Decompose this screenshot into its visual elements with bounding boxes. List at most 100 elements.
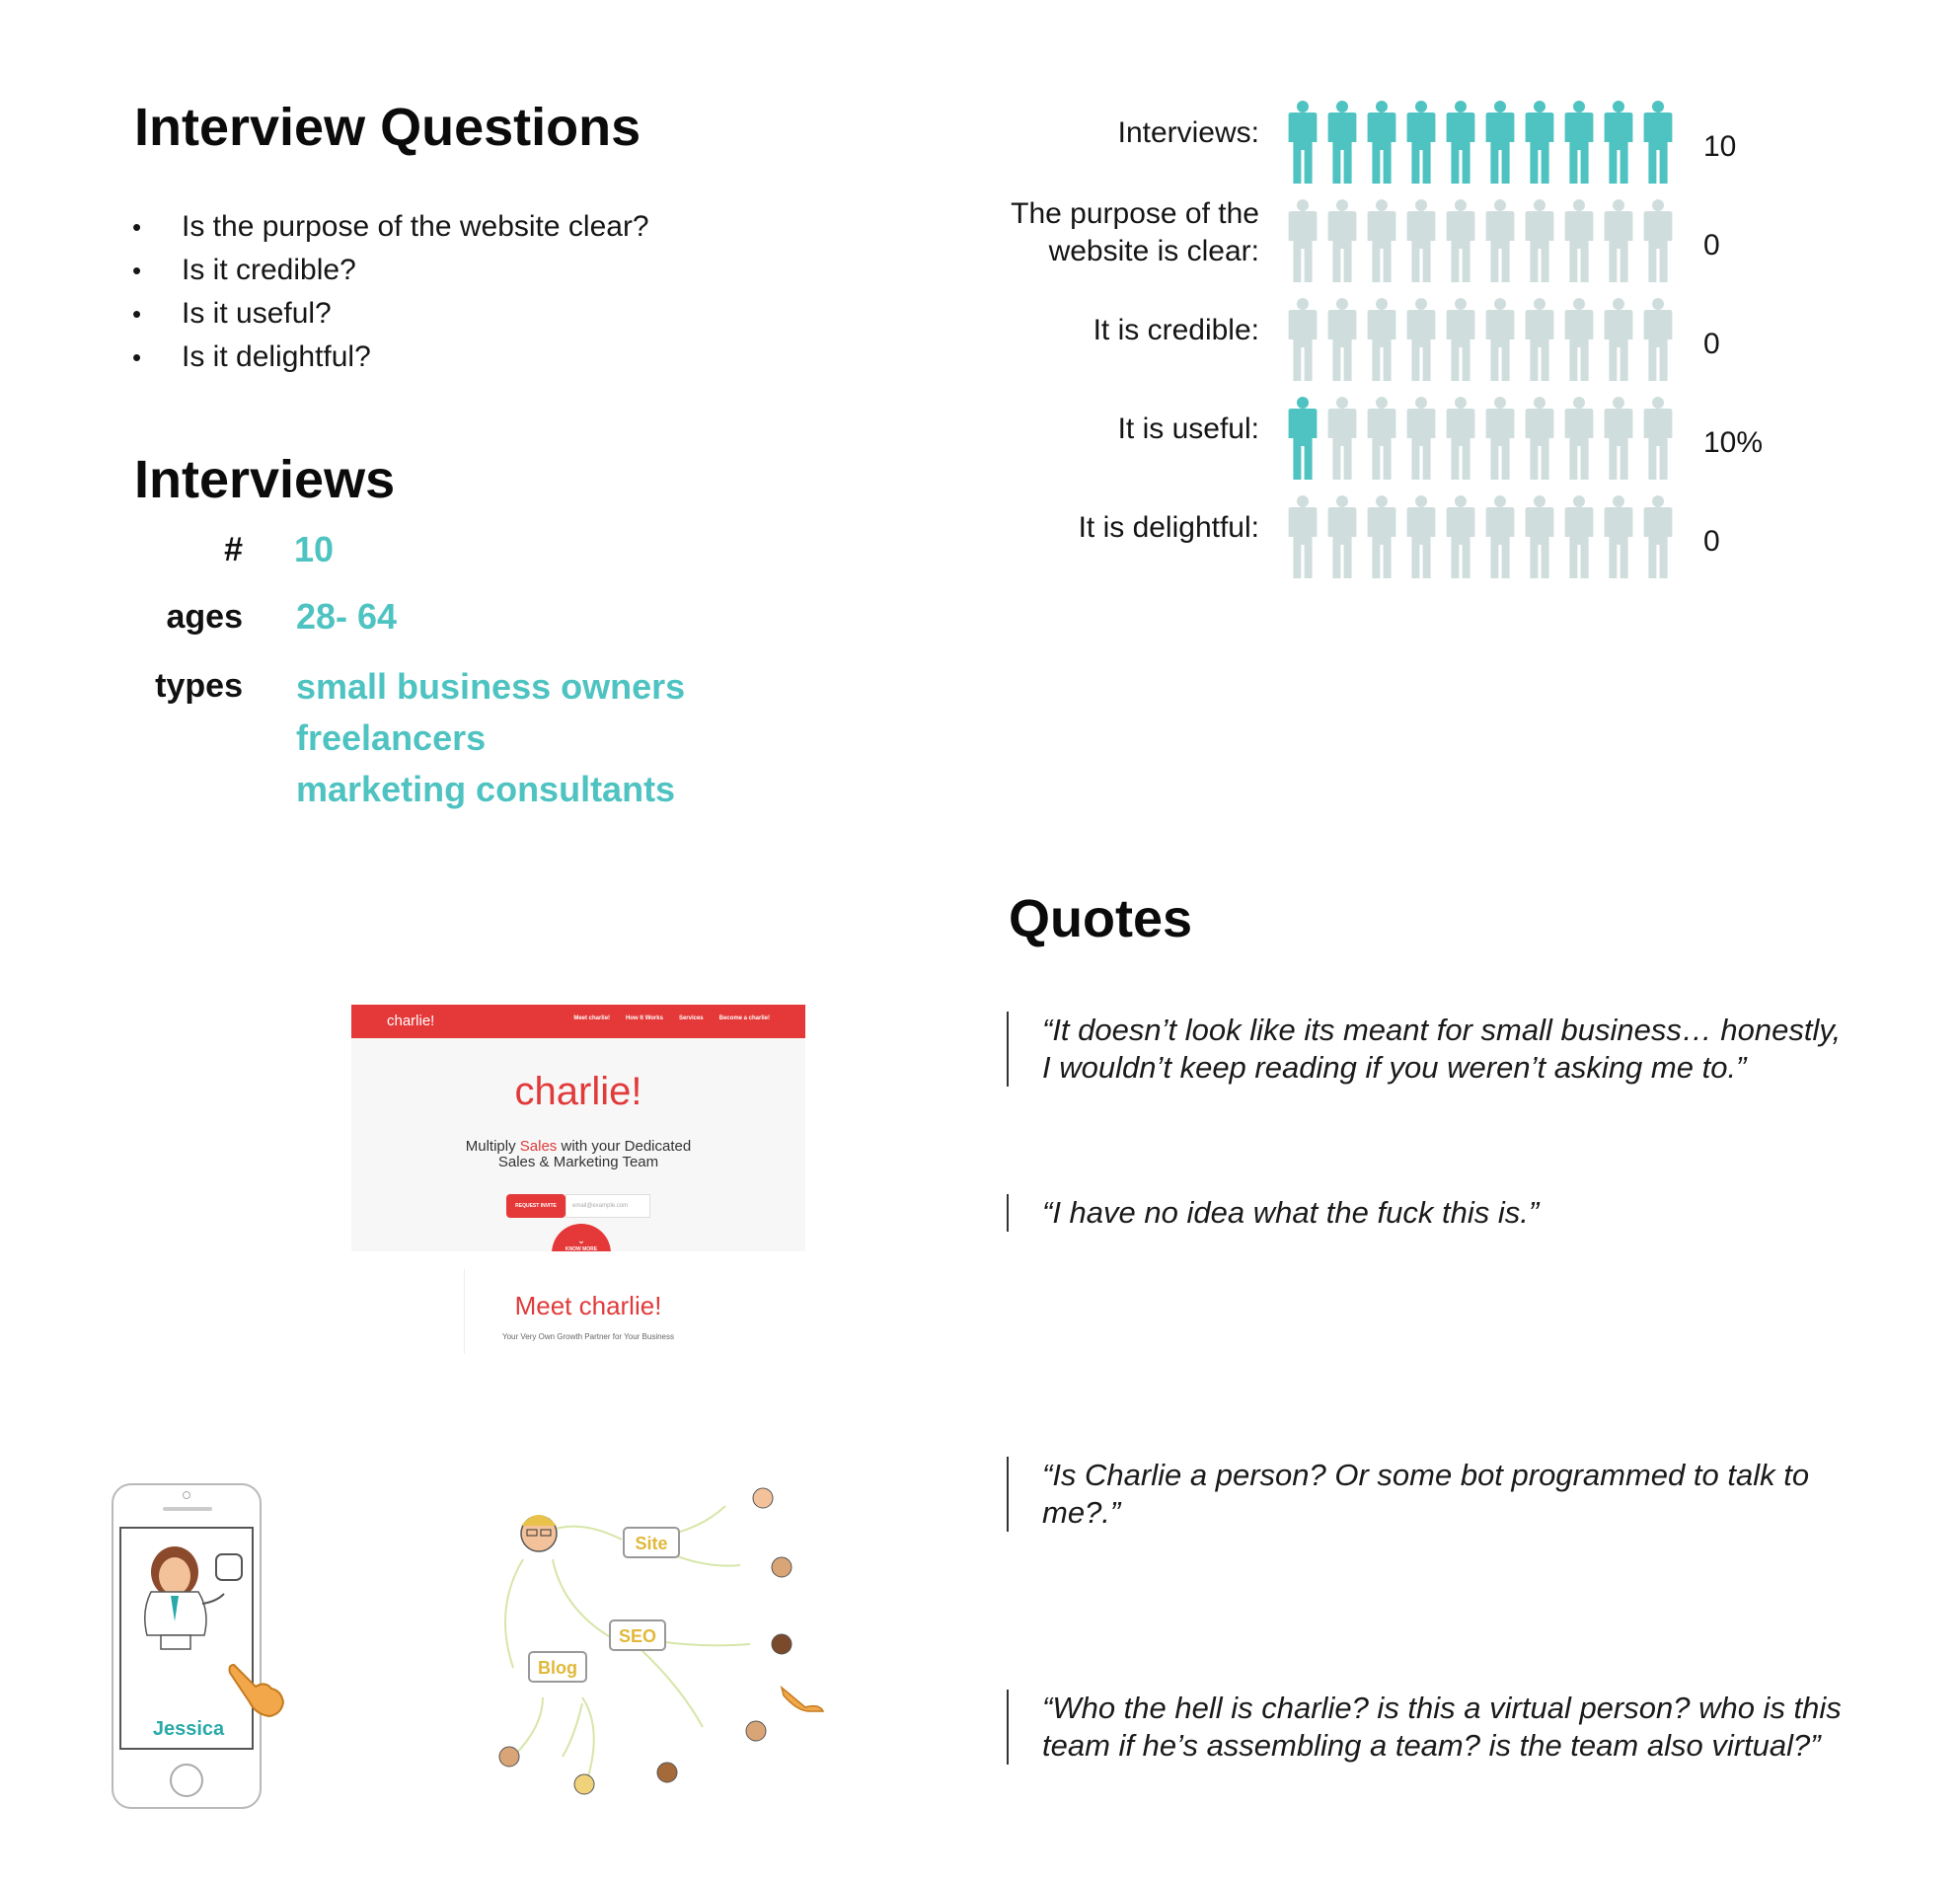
person-icon-filled: [1485, 101, 1515, 184]
pictogram-row-label: It is delightful:: [1079, 511, 1259, 544]
type-item: marketing consultants: [296, 769, 676, 809]
person-icon-empty: [1525, 397, 1554, 480]
bullet-icon: •: [132, 212, 142, 242]
pictogram-row-value: 0: [1703, 525, 1720, 558]
person-icon-empty: [1406, 397, 1436, 480]
person-icon-empty: [1367, 397, 1396, 480]
bullet-icon: •: [132, 299, 142, 329]
mockup-nav-link: How It Works: [626, 1016, 663, 1021]
svg-text:SEO: SEO: [619, 1626, 656, 1646]
bullet-icon: •: [132, 342, 142, 372]
pictogram-row-value: 0: [1703, 328, 1720, 360]
person-icon-empty: [1446, 397, 1475, 480]
person-icon-empty: [1485, 397, 1515, 480]
mockup-navbar: charlie! Meet charlie! How It Works Serv…: [351, 1005, 805, 1038]
person-icon-filled: [1446, 101, 1475, 184]
question-item: • Is the purpose of the website clear?: [128, 205, 649, 249]
phone-screen: Jessica: [119, 1527, 254, 1750]
quotes-title: Quotes: [1009, 889, 1193, 948]
website-screenshot: charlie! Meet charlie! How It Works Serv…: [351, 1005, 805, 1251]
person-icon-empty: [1564, 397, 1594, 480]
person-icon-filled: [1288, 397, 1318, 480]
person-icon-empty: [1406, 199, 1436, 282]
mockup-request-invite-button: REQUEST INVITE: [506, 1194, 565, 1218]
mockup-section-subtitle: Your Very Own Growth Partner for Your Bu…: [501, 1332, 674, 1341]
mockup-tagline: Multiply Sales with your Dedicated Sales…: [465, 1138, 692, 1170]
mockup-section-title: Meet charlie!: [514, 1291, 662, 1320]
pictogram-row-label: The purpose of the: [1011, 197, 1259, 230]
person-icon-empty: [1446, 199, 1475, 282]
team-member-avatar: [745, 1720, 767, 1742]
avatar-name: Jessica: [152, 1718, 225, 1740]
question-item: • Is it credible?: [128, 249, 649, 292]
person-icon-empty: [1643, 298, 1673, 381]
person-icon-empty: [1604, 199, 1633, 282]
person-icon-empty: [1288, 199, 1318, 282]
svg-text:Site: Site: [635, 1534, 667, 1553]
person-icon-empty: [1367, 495, 1396, 578]
count-value: 10: [294, 529, 335, 569]
chevron-down-icon: ⌄: [577, 1236, 585, 1245]
phone-speaker: [163, 1507, 212, 1511]
person-icon-empty: [1525, 199, 1554, 282]
avatar-jessica: [144, 1546, 243, 1650]
website-section-screenshot: Meet charlie! Your Very Own Growth Partn…: [464, 1269, 740, 1354]
bullet-icon: •: [132, 256, 142, 285]
person-icon-empty: [1288, 495, 1318, 578]
person-icon-empty: [1604, 397, 1633, 480]
person-icon-empty: [1643, 199, 1673, 282]
pictogram-row-label: website is clear:: [1048, 235, 1259, 267]
mockup-logo: charlie!: [387, 1013, 435, 1029]
pictogram-row-label: Interviews:: [1118, 116, 1259, 149]
person-icon-empty: [1406, 298, 1436, 381]
interviews-title: Interviews: [134, 450, 396, 509]
count-label: #: [224, 531, 243, 568]
mockup-email-field: email@example.com: [565, 1194, 650, 1218]
home-button: [170, 1764, 203, 1797]
mockup-brand-title: charlie!: [514, 1070, 642, 1113]
person-icon-empty: [1327, 495, 1357, 578]
type-item: small business owners: [296, 666, 686, 707]
node-seo: SEO: [609, 1619, 666, 1651]
mockup-nav-links: Meet charlie! How It Works Services Beco…: [573, 1016, 770, 1021]
person-icon-empty: [1525, 298, 1554, 381]
person-icon-filled: [1564, 101, 1594, 184]
node-blog: Blog: [528, 1651, 587, 1683]
person-icon-empty: [1446, 495, 1475, 578]
person-icon-empty: [1564, 495, 1594, 578]
team-member-avatar: [573, 1773, 595, 1795]
question-item: • Is it delightful?: [128, 336, 649, 379]
team-member-avatar: [771, 1633, 792, 1655]
type-item: freelancers: [296, 717, 487, 758]
types-list: small business owners freelancers market…: [296, 661, 685, 815]
team-member-avatar: [656, 1762, 678, 1783]
pictogram-row-value: 0: [1703, 229, 1720, 262]
pictogram-row-value: 10: [1703, 130, 1736, 163]
person-icon-empty: [1564, 199, 1594, 282]
person-icon-empty: [1367, 298, 1396, 381]
mockup-know-more-button: ⌄ KNOW MORE: [552, 1224, 611, 1251]
person-icon-empty: [1525, 495, 1554, 578]
person-icon-empty: [1485, 495, 1515, 578]
person-icon-empty: [1604, 298, 1633, 381]
phone-illustration: Jessica: [112, 1483, 285, 1809]
question-list: • Is the purpose of the website clear? • I…: [128, 205, 649, 379]
team-member-avatar: [752, 1487, 774, 1509]
person-icon-empty: [1327, 199, 1357, 282]
ages-label: ages: [166, 598, 244, 636]
person-icon-empty: [1327, 298, 1357, 381]
pictogram-row-label: It is credible:: [1093, 314, 1259, 346]
person-icon-filled: [1288, 101, 1318, 184]
person-icon-empty: [1446, 298, 1475, 381]
interview-questions-title: Interview Questions: [134, 98, 641, 157]
team-network-diagram: Site SEO Blog: [498, 1487, 825, 1795]
person-icon-filled: [1525, 101, 1554, 184]
person-icon-empty: [1485, 199, 1515, 282]
quote-item: “I have no idea what the fuck this is.”: [1007, 1194, 1855, 1232]
team-member-avatar: [498, 1746, 520, 1768]
team-member-avatar: [771, 1556, 792, 1578]
pointing-hand-icon: [780, 1685, 825, 1712]
person-icon-empty: [1643, 397, 1673, 480]
quote-item: “It doesn’t look like its meant for smal…: [1007, 1012, 1855, 1087]
person-icon-empty: [1643, 495, 1673, 578]
